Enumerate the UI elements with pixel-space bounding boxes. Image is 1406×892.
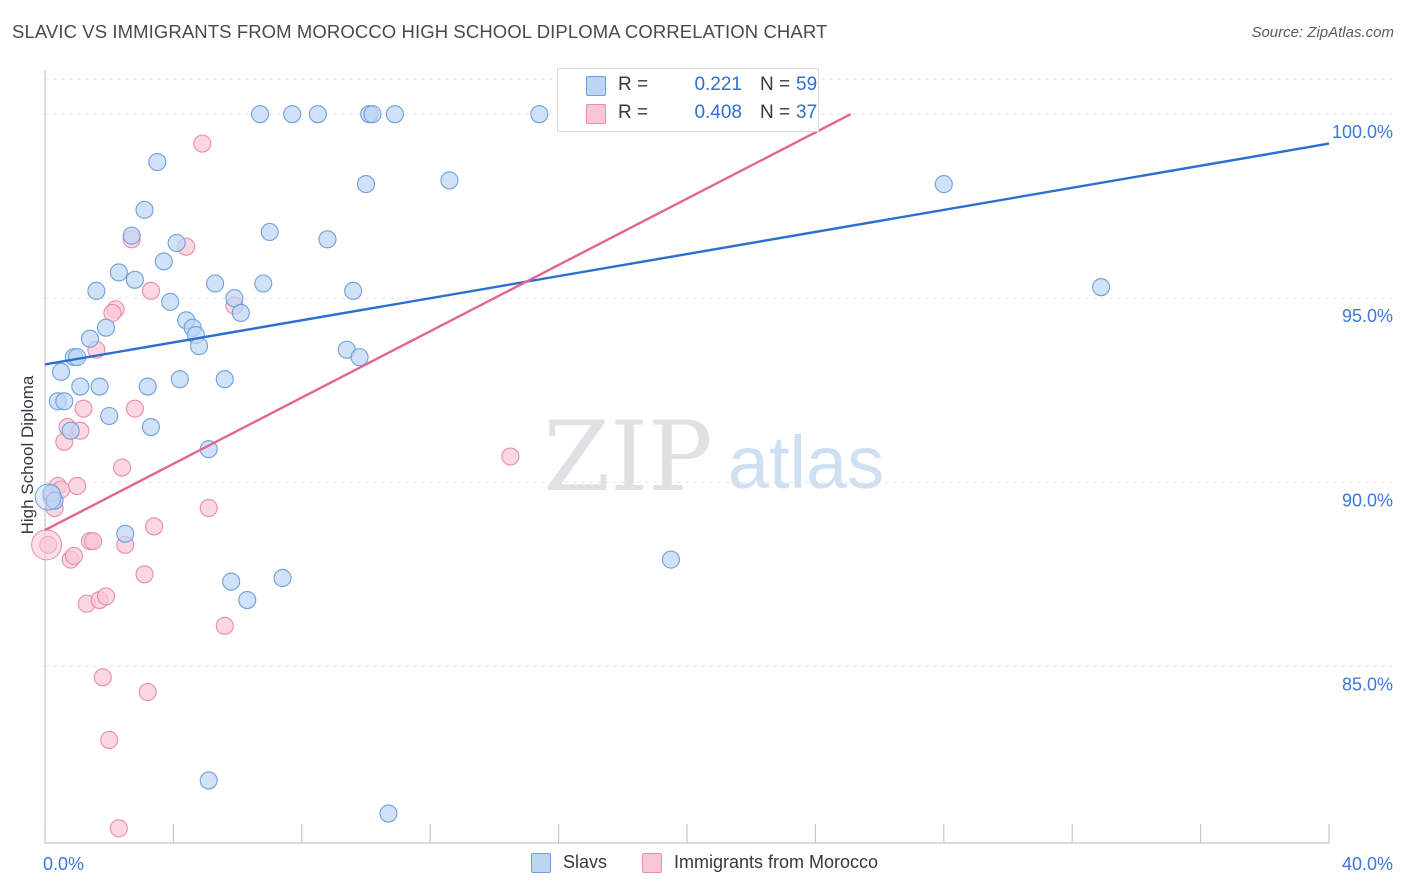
slavs-point [222, 572, 241, 591]
slavs-point [385, 105, 404, 124]
slavs-point [273, 568, 292, 588]
slavs-point [530, 105, 549, 124]
slavs-point [167, 233, 186, 253]
slavs-point [251, 105, 270, 124]
slavs-point [71, 377, 90, 396]
morocco-point [68, 476, 87, 495]
bottom-legend-label-slavs: Slavs [563, 852, 608, 872]
x-tick-label: 40.0% [1342, 854, 1393, 874]
slavs-point [80, 329, 99, 348]
y-tick-label: 90.0% [1342, 490, 1393, 510]
morocco-point [96, 587, 116, 606]
legend-r-value: 0.408 [694, 102, 742, 123]
slavs-point [161, 292, 180, 311]
slavs-point [260, 222, 279, 242]
morocco-point [112, 458, 132, 477]
morocco-point [141, 281, 160, 300]
legend-swatch-slavs [586, 76, 606, 96]
bottom-legend-swatch-slavs [531, 853, 551, 873]
slavs-point [96, 318, 116, 337]
axis-layer [44, 70, 1330, 844]
morocco-point [93, 668, 112, 687]
slavs-point [170, 370, 189, 389]
y-tick-label: 100.0% [1332, 122, 1393, 142]
slavs-point [318, 230, 337, 249]
slavs-point [283, 105, 302, 124]
morocco-point [138, 683, 157, 702]
morocco-point [64, 546, 83, 565]
slavs-point [661, 550, 681, 569]
slavs-point [90, 377, 109, 396]
slavs-point [238, 591, 257, 610]
slavs-point [141, 418, 160, 437]
morocco-point [135, 565, 154, 584]
morocco-point-large [31, 529, 63, 561]
bottom-legend-label-morocco: Immigrants from Morocco [674, 852, 879, 872]
morocco-point [199, 498, 218, 518]
bottom-legend-swatch-morocco [642, 853, 662, 873]
morocco-point [215, 616, 234, 635]
y-tick-label: 95.0% [1342, 306, 1393, 326]
slavs-point [116, 524, 135, 543]
slavs-point-large [34, 483, 62, 511]
slavs-point [154, 252, 173, 271]
tick-labels: 100.0% 95.0% 90.0% 85.0% 0.0% 40.0% [43, 122, 1393, 874]
slavs-point [356, 175, 376, 194]
legend-r-label: R = [618, 74, 649, 95]
legend-r-label: R = [618, 102, 649, 123]
slavs-point [308, 105, 327, 124]
slavs-point [440, 171, 459, 190]
watermark: ZIP atlas [543, 401, 884, 513]
morocco-point [193, 134, 212, 153]
slavs-point [206, 274, 225, 293]
slavs-point [100, 406, 119, 426]
y-tick-label: 85.0% [1342, 674, 1393, 694]
morocco-trend-line [44, 113, 852, 532]
legend-swatch-morocco [586, 104, 606, 124]
trend-layer [44, 113, 1330, 532]
legend-n-value: 59 [796, 74, 818, 95]
slavs-point [109, 263, 128, 282]
slavs-point [51, 362, 71, 381]
slavs-point [363, 105, 382, 124]
slavs-point [148, 152, 167, 172]
slavs-point [344, 281, 363, 300]
correlation-legend: R = 0.221 N = 59 R = 0.408 N = 37 [557, 68, 819, 132]
slavs-point [199, 771, 218, 790]
watermark-atlas: atlas [728, 421, 884, 504]
watermark-zip: ZIP [543, 401, 712, 513]
slavs-point [231, 303, 250, 322]
legend-n-label: N = [760, 102, 791, 123]
morocco-point [145, 517, 164, 536]
legend-r-value: 0.221 [694, 74, 742, 95]
morocco-point [100, 730, 119, 749]
morocco-point [125, 399, 144, 418]
chart-title: SLAVIC VS IMMIGRANTS FROM MOROCCO HIGH S… [12, 21, 828, 42]
x-tick-label: 0.0% [43, 854, 84, 874]
slavs-point [55, 392, 74, 411]
slavs-point [379, 804, 398, 823]
morocco-point [74, 399, 93, 418]
slavs-point [61, 421, 80, 440]
slavs-point [215, 370, 234, 389]
slavs-point [87, 281, 106, 300]
slavs-trend-line [44, 142, 1330, 366]
morocco-point [501, 447, 520, 466]
slavs-point [934, 175, 953, 194]
slavs-point [138, 377, 157, 396]
source-credit: Source: ZipAtlas.com [1251, 24, 1394, 41]
slavs-point [350, 348, 369, 367]
legend-n-value: 37 [796, 102, 818, 123]
slavs-point [122, 226, 141, 245]
legend-n-label: N = [760, 74, 791, 95]
slavs-point [254, 274, 273, 293]
slavs-point [125, 270, 144, 289]
morocco-point [84, 532, 103, 551]
slavs-point [135, 200, 154, 219]
morocco-point [109, 819, 128, 838]
slavs-point [1092, 278, 1111, 297]
